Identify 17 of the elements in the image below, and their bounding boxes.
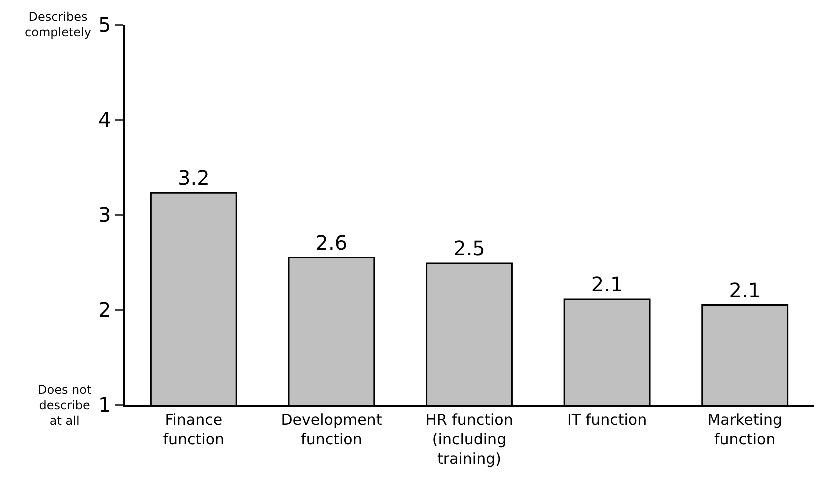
x-tick-label: Marketing function	[708, 410, 782, 448]
x-tick-label: HR function (including training)	[426, 410, 514, 468]
x-tick-label: Development function	[281, 410, 382, 448]
y-tick-label: 2	[98, 298, 112, 322]
data-label: 3.2	[178, 166, 210, 190]
data-label: 2.1	[729, 278, 762, 302]
data-label: 2.6	[316, 230, 348, 255]
data-label: 2.5	[454, 236, 486, 260]
y-tick-label: 5	[98, 13, 112, 37]
y-tick-label: 1	[98, 393, 112, 417]
data-label: 2.1	[591, 272, 624, 297]
x-tick-label: Finance function	[163, 410, 225, 448]
x-tick-label: IT function	[567, 410, 648, 429]
text: Does not describe at all	[38, 383, 92, 428]
y-tick-label: 3	[98, 203, 112, 227]
y-tick-label: 4	[98, 108, 112, 132]
text: Describes completely	[25, 10, 92, 40]
